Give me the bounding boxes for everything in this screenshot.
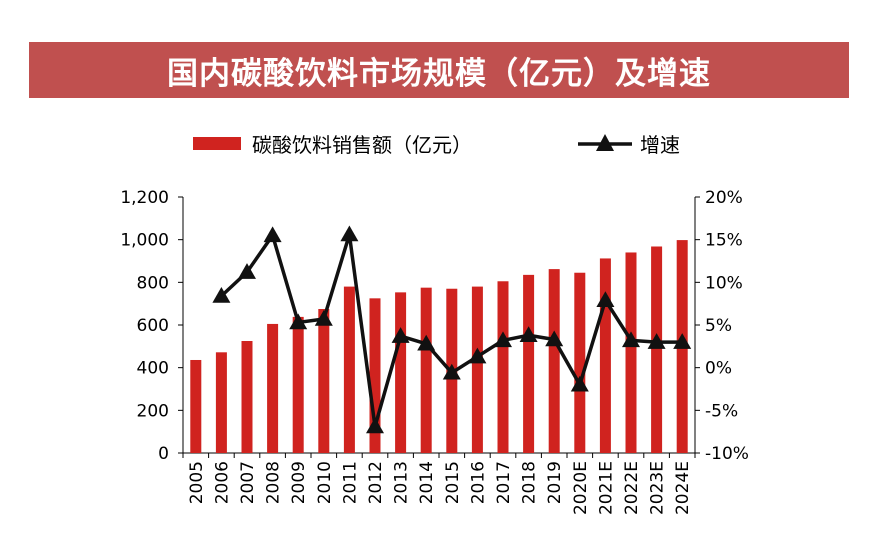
x-axis-tick-label: 2006 bbox=[212, 461, 232, 504]
right-axis-tick-label: 5% bbox=[705, 316, 732, 336]
x-axis-tick-label: 2008 bbox=[264, 461, 284, 504]
bar bbox=[420, 287, 432, 453]
right-axis-tick-label: -10% bbox=[705, 444, 749, 464]
x-axis-tick-label: 2021E bbox=[596, 461, 616, 515]
left-axis-tick-label: 1,200 bbox=[120, 188, 169, 208]
x-axis-tick-label: 2005 bbox=[187, 461, 207, 504]
right-axis-tick-label: 15% bbox=[705, 231, 743, 251]
bar bbox=[523, 274, 535, 453]
title-banner: 国内碳酸饮料市场规模（亿元）及增速 bbox=[29, 42, 849, 98]
bar bbox=[548, 269, 560, 453]
left-axis-tick-label: 1,000 bbox=[120, 231, 169, 251]
growth-marker bbox=[494, 331, 512, 348]
left-axis-tick-label: 600 bbox=[137, 316, 169, 336]
x-axis-tick-label: 2017 bbox=[494, 461, 514, 504]
x-axis-tick-label: 2007 bbox=[238, 461, 258, 504]
bar bbox=[651, 246, 663, 453]
x-axis-tick-label: 2018 bbox=[520, 461, 540, 504]
bar bbox=[343, 286, 355, 453]
growth-marker bbox=[238, 263, 256, 279]
x-axis-tick-label: 2013 bbox=[392, 461, 412, 504]
growth-marker bbox=[289, 313, 308, 330]
growth-marker bbox=[366, 417, 384, 434]
growth-marker bbox=[570, 375, 589, 392]
right-axis-tick-label: 10% bbox=[705, 273, 743, 293]
growth-marker bbox=[545, 330, 564, 347]
bar bbox=[318, 309, 330, 453]
x-axis-tick-label: 2009 bbox=[289, 461, 309, 504]
bar bbox=[395, 292, 407, 453]
x-axis-tick-label: 2010 bbox=[315, 461, 335, 504]
x-axis-tick-label: 2019 bbox=[545, 461, 565, 504]
chart-title: 国内碳酸饮料市场规模（亿元）及增速 bbox=[167, 55, 711, 92]
bar bbox=[599, 258, 611, 453]
growth-marker bbox=[647, 333, 666, 349]
x-axis-tick-label: 2014 bbox=[417, 461, 437, 504]
growth-marker bbox=[314, 310, 333, 326]
bar bbox=[241, 341, 253, 453]
x-axis-tick-label: 2024E bbox=[673, 461, 693, 515]
x-axis-tick-label: 2016 bbox=[468, 461, 488, 504]
legend-line-marker bbox=[596, 134, 614, 151]
left-axis-tick-label: 200 bbox=[137, 401, 169, 421]
x-axis-tick-label: 2015 bbox=[443, 461, 463, 504]
bar bbox=[497, 281, 509, 453]
x-axis-tick-label: 2020E bbox=[571, 461, 591, 515]
bar bbox=[471, 286, 483, 453]
legend-line-label: 增速 bbox=[640, 133, 680, 157]
x-axis-tick-label: 2011 bbox=[340, 461, 360, 504]
right-axis-tick-label: -5% bbox=[705, 401, 738, 421]
right-axis-tick-label: 20% bbox=[705, 188, 743, 208]
growth-marker bbox=[596, 291, 615, 308]
left-axis-tick-label: 400 bbox=[137, 359, 169, 379]
x-axis-tick-label: 2023E bbox=[648, 461, 668, 515]
x-axis-tick-label: 2012 bbox=[366, 461, 386, 504]
bar bbox=[190, 359, 202, 453]
growth-marker bbox=[622, 331, 640, 348]
growth-marker bbox=[417, 334, 436, 351]
right-axis-tick-label: 0% bbox=[705, 359, 732, 379]
bar bbox=[215, 352, 227, 453]
legend-bar-label: 碳酸饮料销售额（亿元） bbox=[252, 133, 472, 157]
bar bbox=[292, 316, 304, 453]
left-axis-tick-label: 800 bbox=[137, 273, 169, 293]
bar bbox=[369, 298, 381, 453]
bar bbox=[625, 252, 637, 453]
growth-marker bbox=[468, 347, 487, 364]
bar bbox=[267, 323, 279, 453]
growth-marker bbox=[673, 333, 692, 349]
bar bbox=[574, 272, 586, 453]
growth-marker bbox=[212, 286, 231, 303]
left-axis-tick-label: 0 bbox=[158, 444, 169, 464]
growth-marker bbox=[391, 327, 410, 343]
growth-marker bbox=[340, 225, 359, 242]
legend-bar-swatch bbox=[193, 137, 241, 150]
growth-marker bbox=[519, 326, 538, 342]
x-axis-tick-label: 2022E bbox=[622, 461, 642, 515]
growth-marker bbox=[442, 363, 461, 380]
growth-marker bbox=[263, 226, 282, 243]
